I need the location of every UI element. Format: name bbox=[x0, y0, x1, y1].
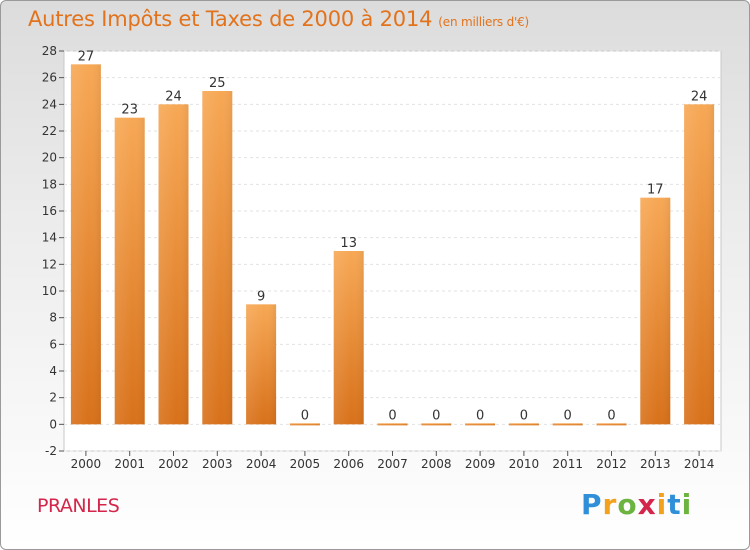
x-tick-label-2007: 2007 bbox=[377, 457, 408, 471]
bar-shade-2001 bbox=[114, 117, 145, 425]
data-label-2008: 0 bbox=[432, 408, 440, 423]
data-label-2001: 23 bbox=[121, 103, 138, 118]
data-label-2010: 0 bbox=[520, 408, 528, 423]
bar-shade-2009 bbox=[465, 423, 496, 426]
bar-shade-2008 bbox=[421, 423, 452, 426]
y-tick-label: 24 bbox=[42, 97, 57, 111]
x-tick-label-2004: 2004 bbox=[246, 457, 277, 471]
data-label-2014: 24 bbox=[691, 89, 708, 104]
data-label-2004: 9 bbox=[257, 289, 265, 304]
y-tick-label: 12 bbox=[42, 257, 57, 271]
x-tick-label-2001: 2001 bbox=[114, 457, 145, 471]
bar-shade-2005 bbox=[289, 423, 320, 426]
data-label-2002: 24 bbox=[165, 89, 182, 104]
y-tick-label: 2 bbox=[49, 391, 57, 405]
bar-shade-2007 bbox=[377, 423, 408, 426]
x-tick-label-2006: 2006 bbox=[333, 457, 364, 471]
bar-shade-2011 bbox=[552, 423, 583, 426]
data-label-2005: 0 bbox=[301, 408, 309, 423]
logo-letter: P bbox=[581, 488, 603, 521]
logo-letter: x bbox=[637, 488, 657, 521]
bars: 27 23 24 25 9 0 13 0 0 0 0 0 0 17 24 bbox=[70, 49, 715, 426]
data-label-2012: 0 bbox=[607, 408, 615, 423]
chart-unit: (en milliers d'€) bbox=[438, 15, 530, 29]
logo-letter: i bbox=[656, 488, 668, 521]
logo-letter: i bbox=[681, 488, 693, 521]
y-tick-label: 8 bbox=[49, 311, 57, 325]
y-tick-label: 10 bbox=[42, 284, 57, 298]
chart-title: Autres Impôts et Taxes de 2000 à 2014 (en… bbox=[28, 7, 529, 31]
logo-letter: r bbox=[602, 488, 618, 521]
x-tick-label-2009: 2009 bbox=[465, 457, 496, 471]
data-label-2007: 0 bbox=[388, 408, 396, 423]
y-tick-label: 6 bbox=[49, 337, 57, 351]
y-tick-label: 14 bbox=[42, 231, 57, 245]
bar-shade-2003 bbox=[202, 91, 233, 425]
logo-letter: o bbox=[617, 488, 638, 521]
data-label-2000: 27 bbox=[78, 49, 95, 64]
bar-shade-2004 bbox=[246, 304, 277, 425]
x-tick-label-2003: 2003 bbox=[202, 457, 233, 471]
bar-shade-2012 bbox=[596, 423, 627, 426]
x-tick-label-2002: 2002 bbox=[158, 457, 189, 471]
bar-shade-2006 bbox=[333, 251, 364, 425]
y-tick-label: 28 bbox=[42, 44, 57, 58]
x-tick-label-2013: 2013 bbox=[640, 457, 671, 471]
chart-title-text: Autres Impôts et Taxes de 2000 à 2014 bbox=[28, 7, 433, 31]
x-tick-label-2000: 2000 bbox=[71, 457, 102, 471]
x-tick-label-2008: 2008 bbox=[421, 457, 452, 471]
x-tick-label-2012: 2012 bbox=[596, 457, 627, 471]
y-tick-label: 16 bbox=[42, 204, 57, 218]
y-tick-label: 0 bbox=[49, 417, 57, 431]
data-label-2013: 17 bbox=[647, 183, 664, 198]
x-tick-label-2011: 2011 bbox=[552, 457, 583, 471]
logo-letter: t bbox=[667, 488, 682, 521]
y-tick-label: 20 bbox=[42, 151, 57, 165]
commune-name: PRANLES bbox=[37, 495, 120, 517]
y-tick-label: 26 bbox=[42, 71, 57, 85]
data-label-2009: 0 bbox=[476, 408, 484, 423]
data-label-2011: 0 bbox=[564, 408, 572, 423]
bar-shade-2010 bbox=[508, 423, 539, 426]
x-tick-label-2010: 2010 bbox=[509, 457, 540, 471]
data-label-2006: 13 bbox=[340, 236, 357, 251]
bar-shade-2002 bbox=[158, 104, 189, 425]
bar-shade-2000 bbox=[70, 64, 101, 425]
x-axis-ticks: 2000 2001 2002 2003 2004 2005 2006 2007 2008 2009… bbox=[71, 451, 715, 471]
y-tick-label: 18 bbox=[42, 177, 57, 191]
y-tick-label: 4 bbox=[49, 364, 57, 378]
x-tick-label-2014: 2014 bbox=[684, 457, 715, 471]
bar-shade-2014 bbox=[684, 104, 715, 425]
data-label-2003: 25 bbox=[209, 76, 226, 91]
x-tick-label-2005: 2005 bbox=[290, 457, 321, 471]
y-tick-label: 22 bbox=[42, 124, 57, 138]
bar-shade-2013 bbox=[640, 197, 671, 425]
proxiti-logo: Proxiti bbox=[581, 488, 692, 521]
y-tick-label: -2 bbox=[45, 444, 57, 458]
